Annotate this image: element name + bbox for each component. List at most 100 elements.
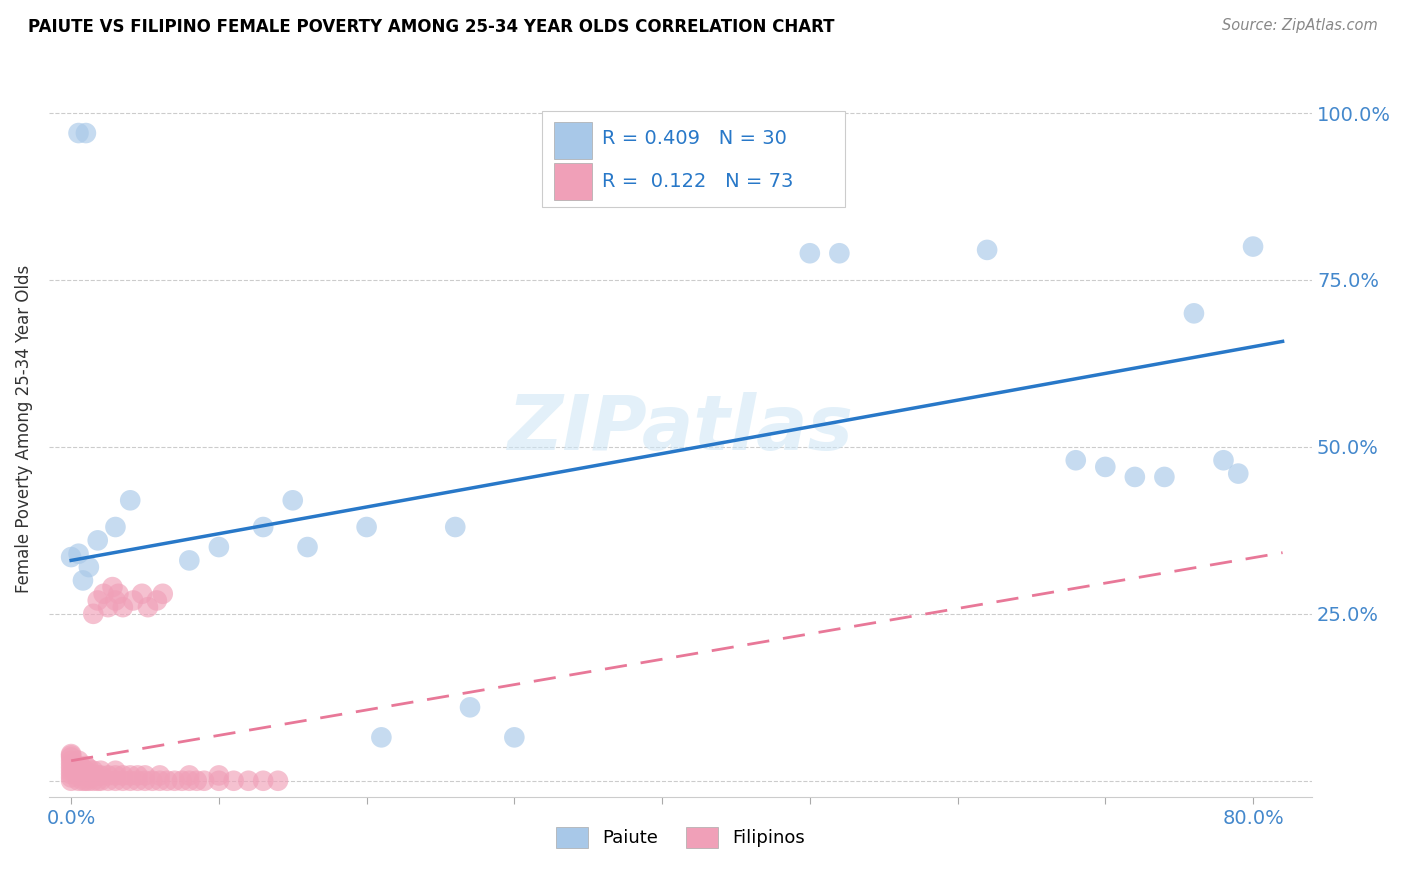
Point: [87, 593, 110, 607]
Point: [1227, 467, 1250, 481]
Point: [75, 773, 97, 788]
Point: [101, 580, 124, 594]
Point: [75, 759, 97, 773]
FancyBboxPatch shape: [554, 163, 592, 200]
Point: [72, 773, 94, 788]
Point: [67, 126, 90, 140]
FancyBboxPatch shape: [541, 112, 845, 207]
Point: [149, 773, 172, 788]
Point: [104, 768, 127, 782]
Text: ZIPatlas: ZIPatlas: [508, 392, 853, 466]
Point: [208, 768, 231, 782]
Point: [77, 773, 100, 788]
Point: [111, 768, 134, 782]
Point: [127, 768, 149, 782]
Point: [297, 540, 319, 554]
Y-axis label: Female Poverty Among 25-34 Year Olds: Female Poverty Among 25-34 Year Olds: [15, 264, 32, 592]
Point: [146, 593, 169, 607]
Point: [1064, 453, 1087, 467]
Point: [87, 768, 110, 782]
Point: [67, 768, 90, 782]
Point: [60, 754, 83, 768]
Point: [111, 600, 134, 615]
Point: [77, 762, 100, 776]
Point: [170, 773, 193, 788]
Point: [67, 754, 90, 768]
Point: [267, 773, 290, 788]
Point: [356, 520, 378, 534]
Point: [60, 767, 83, 781]
Point: [136, 600, 159, 615]
Point: [149, 768, 172, 782]
Point: [72, 574, 94, 588]
Point: [107, 587, 129, 601]
Point: [82, 768, 104, 782]
Point: [104, 773, 127, 788]
Point: [134, 768, 156, 782]
Point: [60, 757, 83, 772]
Point: [222, 773, 245, 788]
Point: [60, 764, 83, 778]
Point: [120, 493, 142, 508]
Point: [127, 773, 149, 788]
Point: [1182, 306, 1205, 320]
Point: [179, 553, 201, 567]
Point: [60, 773, 83, 788]
Text: Source: ZipAtlas.com: Source: ZipAtlas.com: [1222, 18, 1378, 33]
Point: [82, 607, 104, 621]
Point: [75, 768, 97, 782]
Point: [799, 246, 821, 260]
Point: [90, 773, 112, 788]
Point: [193, 773, 215, 788]
Point: [87, 773, 110, 788]
Point: [90, 764, 112, 778]
Point: [1094, 459, 1116, 474]
Point: [72, 762, 94, 776]
Point: [104, 593, 127, 607]
Point: [67, 764, 90, 778]
Point: [208, 540, 231, 554]
Point: [179, 773, 201, 788]
Point: [976, 243, 998, 257]
Point: [60, 550, 83, 565]
Point: [156, 773, 179, 788]
Point: [208, 773, 231, 788]
Point: [1153, 470, 1175, 484]
Point: [60, 750, 83, 764]
Point: [122, 593, 145, 607]
Point: [75, 764, 97, 778]
Point: [111, 773, 134, 788]
Point: [252, 773, 274, 788]
Point: [72, 767, 94, 781]
Point: [1241, 239, 1264, 253]
Point: [1123, 470, 1146, 484]
Text: R = 0.409   N = 30: R = 0.409 N = 30: [602, 129, 787, 148]
Point: [141, 773, 163, 788]
Point: [252, 520, 274, 534]
Point: [444, 520, 467, 534]
Point: [104, 764, 127, 778]
Point: [67, 773, 90, 788]
Point: [82, 764, 104, 778]
Point: [134, 773, 156, 788]
Point: [458, 700, 481, 714]
Point: [60, 748, 83, 763]
Point: [90, 768, 112, 782]
Point: [828, 246, 851, 260]
Point: [82, 773, 104, 788]
Point: [131, 587, 153, 601]
Point: [281, 493, 304, 508]
Legend: Paiute, Filipinos: Paiute, Filipinos: [548, 820, 813, 855]
Point: [77, 767, 100, 781]
Point: [120, 773, 142, 788]
Point: [152, 587, 174, 601]
Point: [97, 600, 120, 615]
Point: [104, 520, 127, 534]
Point: [163, 773, 186, 788]
Point: [60, 760, 83, 774]
Point: [120, 768, 142, 782]
Point: [179, 768, 201, 782]
Point: [87, 533, 110, 548]
Point: [97, 768, 120, 782]
Point: [93, 587, 115, 601]
